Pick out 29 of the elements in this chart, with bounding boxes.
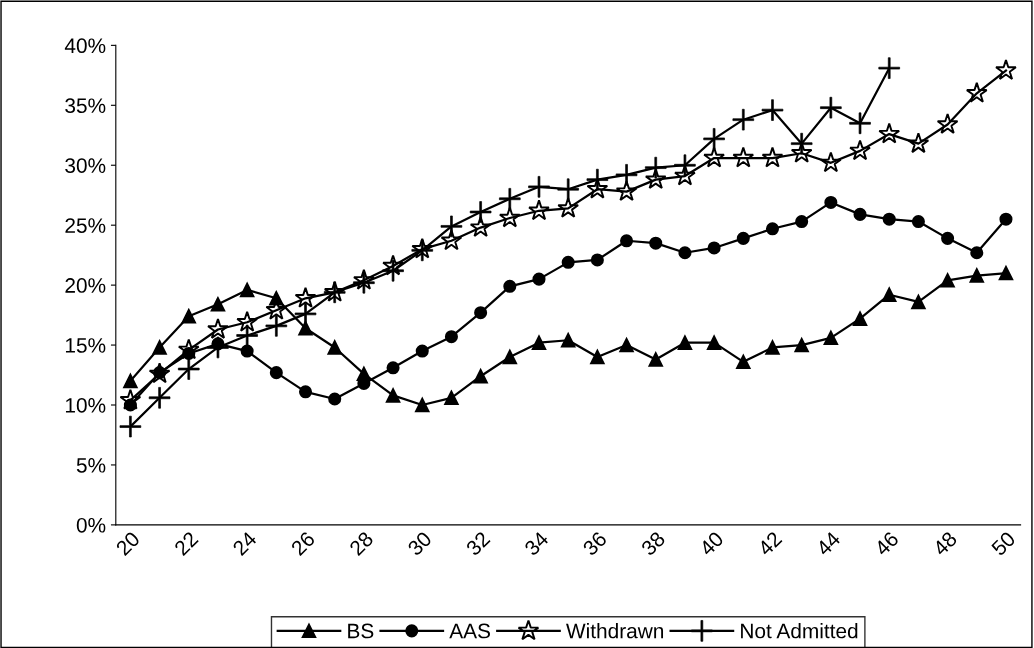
- legend-label: Not Admitted: [741, 623, 858, 639]
- x-tick-label: 46: [873, 530, 900, 557]
- x-tick-label: 22: [173, 530, 199, 557]
- legend-label: Withdrawn: [566, 623, 664, 639]
- y-tick-label: 35%: [65, 98, 106, 114]
- y-tick-label: 40%: [64, 38, 106, 54]
- legend-label: AAS: [449, 623, 490, 639]
- x-tick-label: 42: [756, 530, 783, 557]
- x-tick-label: 30: [406, 530, 433, 557]
- y-tick-label: 25%: [65, 218, 106, 233]
- x-tick-label: 28: [348, 530, 375, 557]
- x-tick-label: 26: [290, 530, 316, 557]
- x-tick-label: 48: [931, 530, 958, 557]
- y-tick-label: 20%: [65, 278, 106, 293]
- x-tick-label: 20: [115, 530, 141, 557]
- y-tick-label: 0%: [76, 517, 106, 533]
- x-tick-label: 24: [231, 530, 258, 557]
- y-tick-label: 5%: [76, 458, 106, 473]
- x-tick-label: 32: [465, 530, 491, 557]
- y-tick-label: 15%: [65, 338, 106, 353]
- x-tick-label: 40: [698, 530, 725, 557]
- x-tick-label: 34: [523, 530, 550, 557]
- x-tick-label: 50: [990, 530, 1017, 557]
- y-tick-label: 10%: [65, 398, 106, 413]
- legend-label: BS: [348, 623, 374, 639]
- y-tick-label: 30%: [65, 158, 106, 173]
- x-tick-label: 44: [815, 530, 842, 557]
- x-tick-label: 38: [640, 530, 666, 557]
- x-tick-label: 36: [581, 530, 608, 557]
